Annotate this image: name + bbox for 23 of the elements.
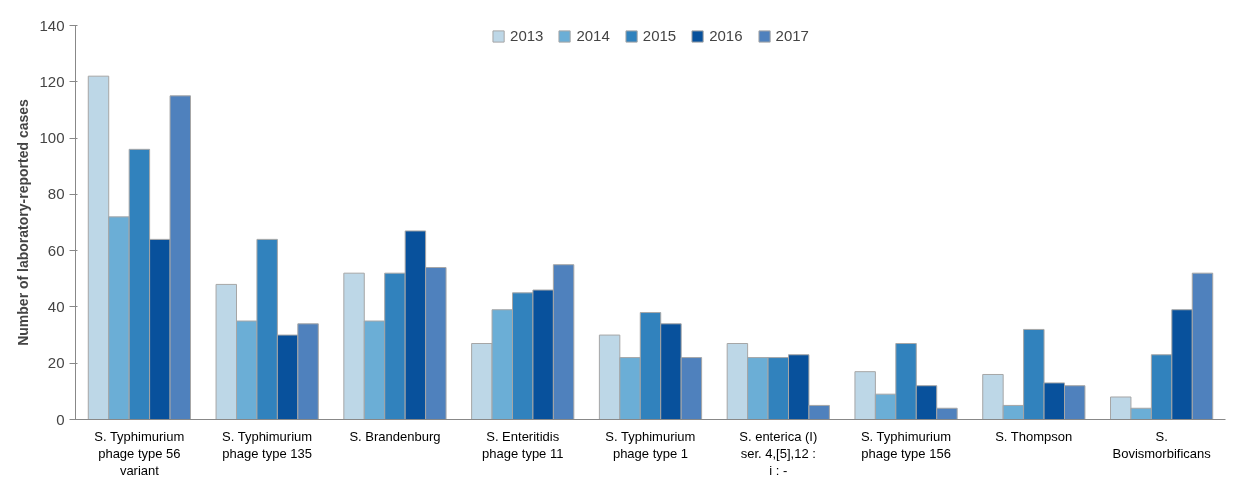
y-tick-label: 60 (47, 241, 65, 259)
y-tick-label: 80 (47, 185, 65, 203)
legend-label: 2017 (775, 27, 809, 44)
legend-label: 2013 (510, 27, 544, 44)
x-tick-label: S. Bovismorbificans (1112, 428, 1212, 461)
x-tick-label: S. Typhimurium phage type 156 (860, 428, 951, 461)
y-axis-title: Number of laboratory-reported cases (15, 98, 32, 346)
x-tick-label: S. Typhimurium phage type 1 (605, 428, 696, 461)
y-tick-label: 40 (47, 297, 65, 315)
x-tick-label: S. enterica (I) ser. 4,[5],12 : i : - (739, 428, 818, 478)
x-tick-label: S. Typhimurium phage type 135 (222, 428, 313, 461)
legend-label: 2014 (576, 27, 610, 44)
y-tick-label: 100 (39, 129, 65, 147)
y-tick-label: 140 (39, 16, 65, 34)
legend-label: 2015 (642, 27, 677, 44)
x-tick-label: S. Enteritidis phage type 11 (482, 428, 564, 461)
x-tick-label: S. Brandenburg (349, 428, 441, 444)
legend-label: 2016 (709, 27, 743, 44)
y-tick-label: 20 (47, 354, 65, 372)
x-tick-label: S. Typhimurium phage type 56 variant (94, 428, 185, 478)
y-tick-label: 120 (39, 72, 65, 90)
y-tick-label: 0 (56, 410, 65, 428)
x-tick-label: S. Thompson (995, 428, 1073, 444)
